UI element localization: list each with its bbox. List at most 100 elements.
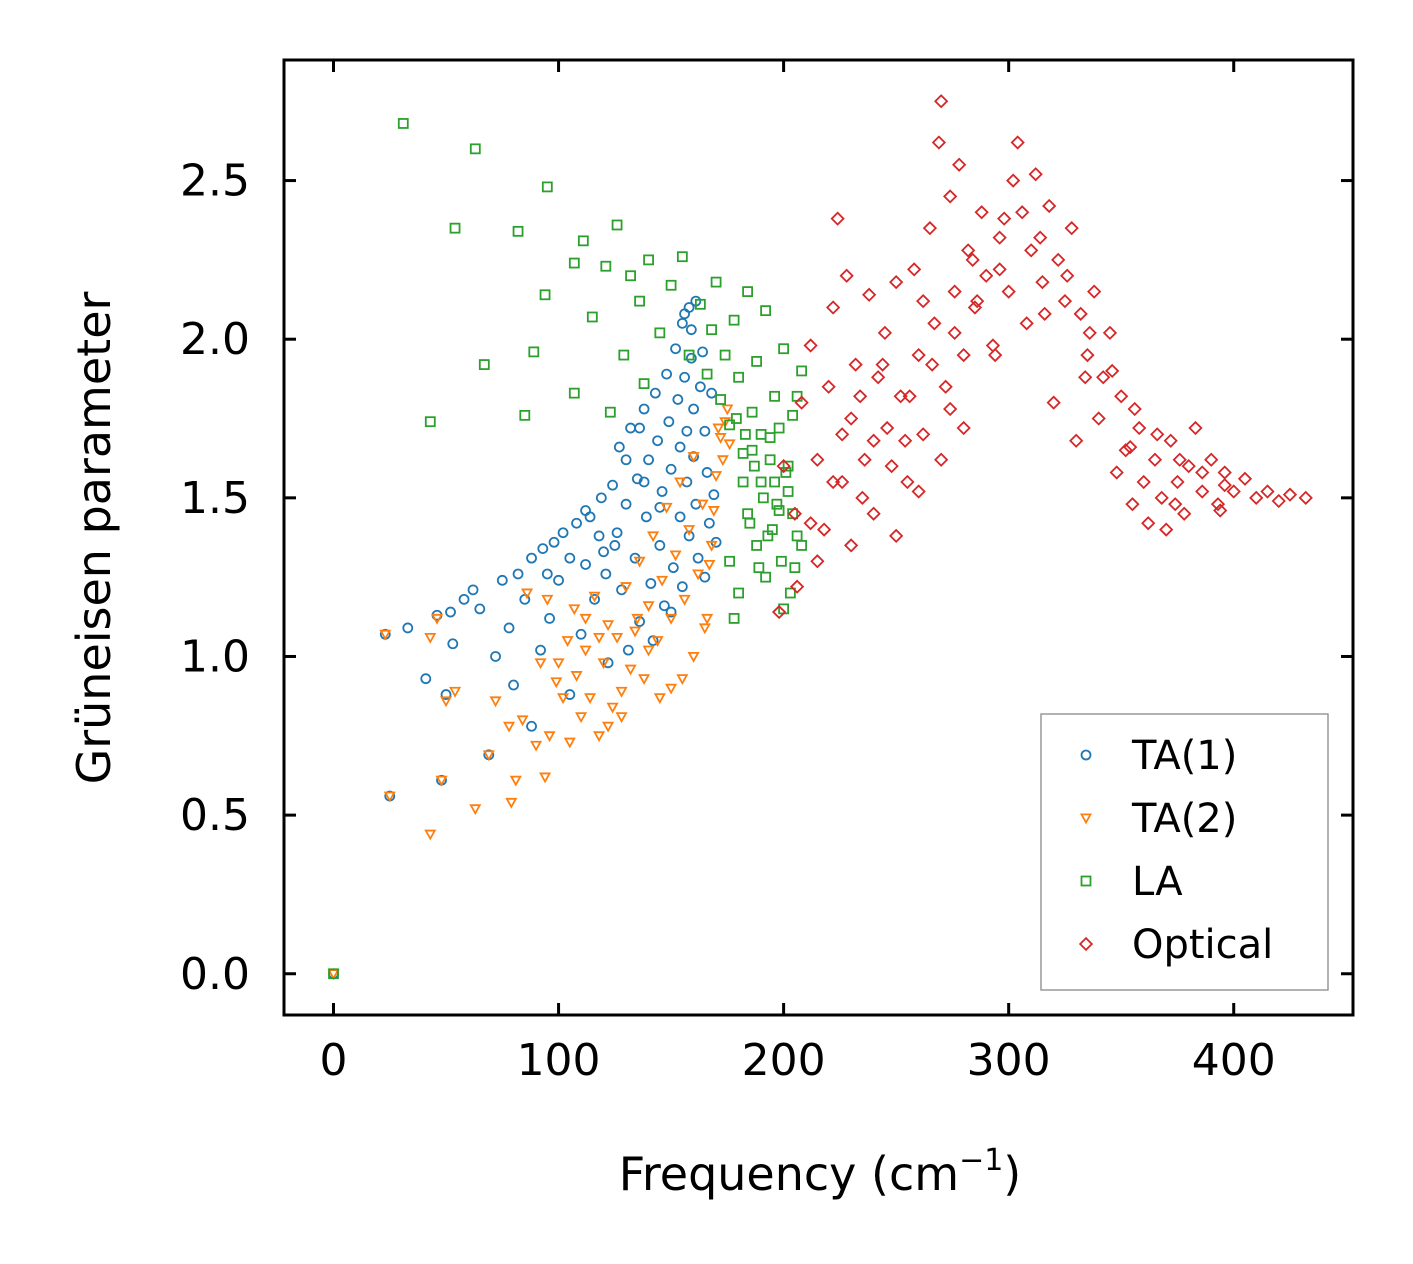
point-optical: [810, 452, 825, 467]
point-ta-1: [706, 387, 717, 399]
point-optical: [1181, 458, 1196, 474]
point-optical: [934, 452, 949, 467]
point-la: [728, 314, 740, 326]
point-optical: [794, 395, 809, 410]
point-optical: [1136, 474, 1151, 490]
point-optical: [821, 379, 836, 394]
point-la: [796, 365, 808, 377]
point-ta-1: [701, 467, 713, 478]
point-ta-2: [530, 740, 543, 752]
point-optical: [1082, 325, 1097, 340]
point-ta-2: [710, 471, 723, 482]
point-la: [577, 235, 589, 247]
point-ta-1: [541, 568, 553, 580]
point-optical: [911, 484, 926, 499]
point-optical: [1150, 427, 1165, 442]
point-la: [449, 222, 461, 234]
point-ta-2: [509, 775, 522, 787]
point-optical: [830, 211, 845, 226]
point-optical: [884, 458, 899, 474]
point-optical: [1127, 401, 1142, 417]
point-optical: [1237, 471, 1253, 486]
point-optical: [898, 433, 913, 448]
point-ta-2: [539, 772, 552, 784]
point-ta-2: [703, 559, 716, 571]
point-optical: [988, 347, 1003, 363]
point-optical: [979, 268, 994, 283]
point-ta-2: [597, 658, 610, 670]
point-ta-2: [383, 791, 396, 803]
point-ta-1: [638, 476, 650, 488]
point-optical: [974, 205, 989, 220]
point-ta-2: [602, 721, 615, 733]
point-optical: [1060, 268, 1075, 283]
point-optical: [997, 211, 1012, 226]
point-ta-2: [638, 674, 651, 686]
point-optical: [1170, 474, 1185, 490]
point-la: [397, 118, 409, 129]
point-optical: [907, 262, 922, 277]
point-optical: [810, 554, 825, 569]
point-la: [755, 476, 767, 488]
point-la: [769, 476, 781, 488]
point-ta-1: [634, 422, 645, 434]
point-ta-2: [669, 550, 682, 562]
point-ta-1: [589, 593, 600, 605]
point-optical: [952, 157, 967, 172]
point-optical: [803, 516, 818, 531]
legend-box: [1040, 713, 1329, 991]
point-la: [775, 555, 787, 567]
point-ta-2: [631, 613, 644, 625]
point-ta-1: [697, 346, 708, 358]
point-ta-2: [714, 433, 727, 444]
point-ta-1: [661, 368, 672, 380]
point-ta-1: [676, 317, 688, 329]
point-optical: [1159, 522, 1174, 537]
point-optical: [970, 294, 985, 309]
point-ta-1: [571, 517, 582, 529]
point-ta-2: [435, 775, 448, 787]
point-la: [757, 492, 769, 504]
point-ta-2: [602, 620, 615, 632]
point-ta-2: [568, 604, 581, 616]
legend-label: Optical: [1132, 922, 1273, 968]
point-ta-1: [625, 422, 636, 434]
point-ta-2: [534, 658, 547, 670]
point-ta-1: [564, 552, 576, 564]
point-optical: [1298, 490, 1313, 505]
point-ta-2: [503, 721, 516, 733]
point-optical: [1132, 420, 1147, 436]
point-optical: [985, 338, 1001, 353]
point-ta-1: [496, 574, 508, 586]
point-la: [586, 311, 598, 323]
y-tick-label: 2.0: [180, 314, 250, 365]
point-ta-1: [665, 606, 677, 618]
point-la: [780, 467, 792, 478]
point-la: [771, 498, 783, 510]
point-la: [654, 327, 666, 339]
point-optical: [947, 284, 962, 299]
point-la: [773, 505, 785, 516]
point-ta-1: [474, 603, 486, 615]
point-optical: [1213, 503, 1228, 518]
point-optical: [1015, 205, 1030, 220]
point-la: [728, 613, 740, 624]
point-ta-2: [629, 626, 642, 638]
point-la: [706, 324, 717, 336]
point-ta-1: [699, 425, 711, 437]
point-optical: [922, 221, 938, 236]
point-la: [782, 460, 794, 472]
point-optical: [967, 300, 983, 315]
point-ta-2: [552, 658, 565, 670]
point-la: [328, 968, 339, 980]
point-ta-2: [521, 588, 534, 600]
point-la: [787, 409, 799, 421]
point-la: [701, 368, 713, 380]
point-la: [730, 413, 742, 424]
point-optical: [1195, 465, 1210, 480]
point-optical: [925, 357, 940, 372]
point-optical: [1006, 173, 1021, 188]
point-ta-2: [579, 645, 592, 657]
x-tick-label: 300: [967, 1035, 1051, 1086]
